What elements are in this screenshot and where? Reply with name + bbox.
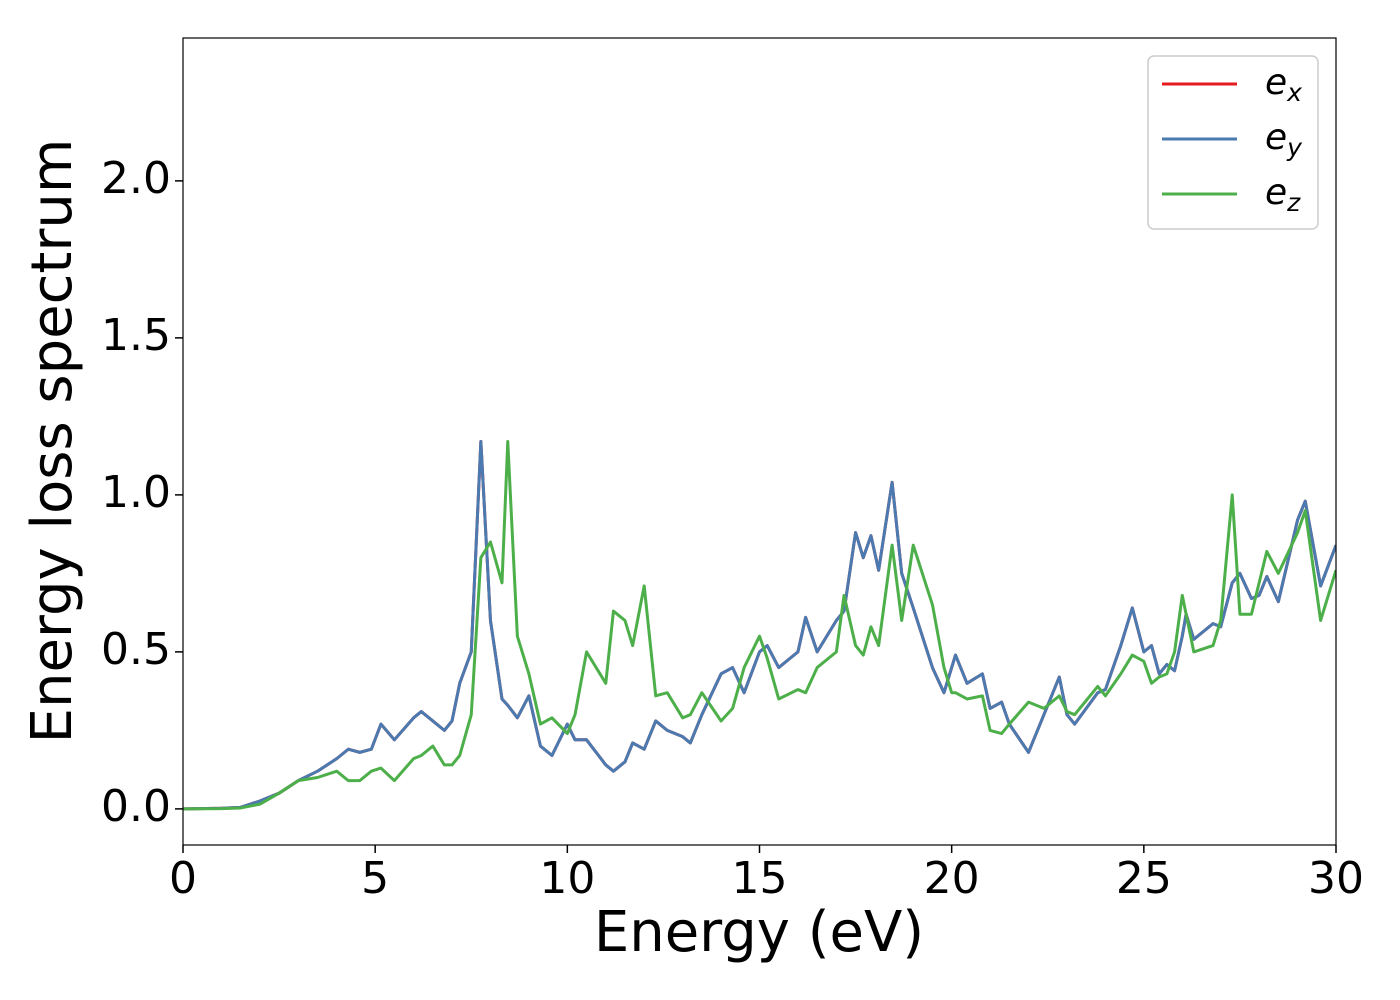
y-axis-title: Energy loss spectrum [20,139,85,744]
x-tick-label: 30 [1308,853,1364,904]
legend-label: ez [1265,172,1301,217]
x-tick-label: 5 [361,853,389,904]
plot-frame [182,37,1337,846]
y-tick-label: 1.5 [101,310,171,361]
x-tick-label: 25 [1116,853,1172,904]
x-tick-label: 0 [169,853,197,904]
x-tick-label: 10 [539,853,595,904]
legend-label: ey [1265,117,1303,162]
plot-lines [183,440,1336,811]
y-tick-label: 0.5 [101,624,171,675]
x-axis-title: Energy (eV) [594,900,924,965]
x-tick-label: 20 [924,853,980,904]
legend-box [1147,55,1319,230]
x-tick-label: 15 [732,853,788,904]
y-tick-label: 2.0 [101,153,171,204]
y-tick-label: 0.0 [101,781,171,832]
series-line [183,440,1336,811]
legend-label: ex [1265,62,1302,107]
y-tick-label: 1.0 [101,467,171,518]
series-line [183,440,1336,811]
